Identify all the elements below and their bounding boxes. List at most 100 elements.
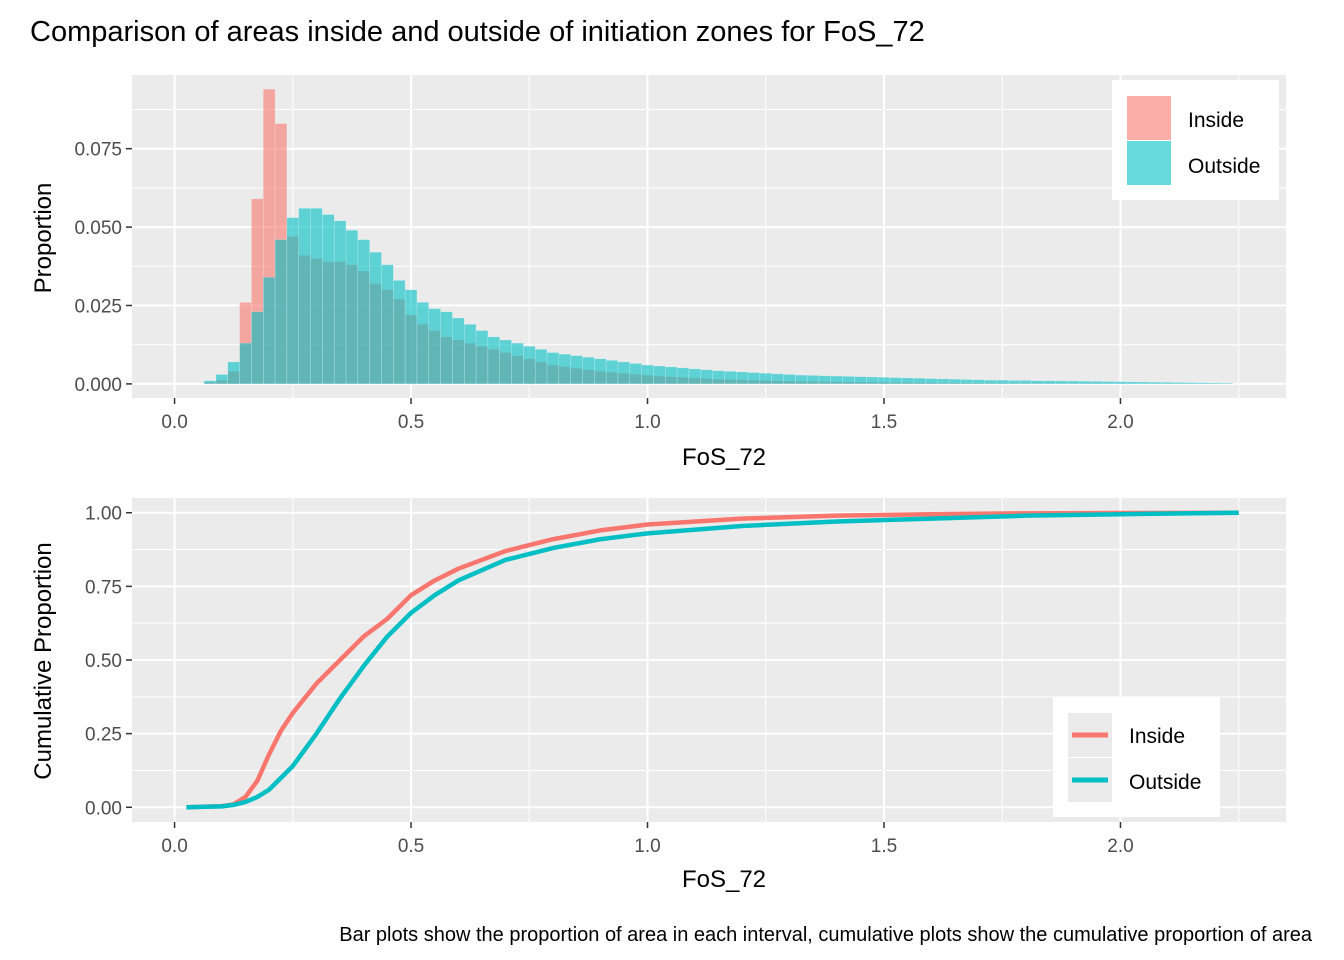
bar-outside (534, 349, 548, 385)
legend-label-inside: Inside (1188, 109, 1244, 132)
legend-swatch-outside (1127, 141, 1171, 185)
bar-outside (310, 208, 323, 385)
bar-outside (688, 368, 701, 385)
bar-outside (724, 371, 737, 385)
bar-outside (499, 339, 512, 385)
bar-outside (759, 372, 772, 385)
bar-outside (428, 308, 441, 385)
bar-outside (570, 355, 583, 385)
bar-outside (996, 379, 1009, 385)
legend-label-inside: Inside (1129, 725, 1185, 748)
cumulative-x-tick-label: 0.5 (398, 836, 424, 857)
cumulative-y-tick-label: 1.00 (85, 504, 122, 525)
bar-outside (1208, 382, 1222, 385)
bar-outside (629, 363, 642, 385)
histogram-ticks: 0.0 0.5 1.0 1.5 2.0 0.000 0.025 0.050 0.075 (74, 140, 1133, 433)
bar-outside (1137, 381, 1151, 385)
bar-outside (463, 324, 477, 385)
bar-outside (333, 220, 347, 385)
bar-outside (1031, 380, 1044, 385)
bar-outside (948, 378, 962, 385)
bar-outside (227, 361, 240, 385)
bar-outside (1102, 381, 1115, 385)
cumulative-ticks: 0.0 0.5 1.0 1.5 2.0 0.00 0.25 0.50 0.75 1.00 (85, 504, 1134, 857)
histogram-x-axis-title: FoS_72 (682, 444, 766, 471)
cumulative-y-tick-label: 0.25 (85, 725, 122, 746)
bar-outside (203, 380, 217, 385)
bar-outside (1055, 380, 1068, 385)
cumulative-y-tick-label: 0.00 (85, 798, 122, 819)
bar-outside (322, 214, 335, 385)
bar-outside (1114, 381, 1127, 385)
histogram-bars (203, 88, 1234, 385)
cumulative-legend: Inside Outside (1053, 697, 1220, 817)
line-outside (186, 510, 1239, 810)
bar-outside (1007, 380, 1021, 385)
cumulative-x-tick-label: 0.0 (161, 836, 187, 857)
bar-outside (877, 377, 891, 385)
histogram-y-tick-label: 0.025 (74, 296, 122, 317)
bar-outside (747, 372, 761, 385)
bar-outside (369, 251, 382, 385)
bar-outside (676, 367, 690, 385)
bar-outside (818, 375, 832, 385)
bar-outside (665, 366, 678, 385)
legend-label-outside: Outside (1188, 155, 1260, 178)
bar-outside (984, 379, 997, 385)
histogram-y-tick-label: 0.075 (74, 140, 122, 161)
bar-outside (960, 379, 973, 385)
bar-outside (440, 311, 453, 385)
bar-outside (795, 374, 808, 385)
bar-outside (771, 373, 784, 385)
bar-outside (274, 239, 288, 385)
cumulative-y-tick-label: 0.75 (85, 577, 122, 598)
histogram-y-axis-title: Proportion (30, 183, 57, 294)
bar-outside (1090, 381, 1103, 385)
bar-outside (393, 280, 406, 385)
chart-caption: Bar plots show the proportion of area in… (339, 924, 1313, 946)
bar-outside (1019, 380, 1033, 385)
bar-outside (605, 360, 619, 385)
chart-title: Comparison of areas inside and outside o… (30, 16, 925, 48)
line-inside (186, 510, 1239, 810)
cumulative-x-tick-label: 1.5 (871, 836, 897, 857)
bar-outside (617, 361, 631, 385)
histogram-y-tick-label: 0.000 (74, 375, 122, 396)
bar-outside (1043, 380, 1056, 385)
histogram-legend: Inside Outside (1112, 80, 1279, 200)
bar-outside (523, 346, 536, 385)
bar-outside (416, 302, 430, 385)
bar-outside (936, 378, 950, 385)
bar-outside (641, 364, 654, 385)
bar-outside (262, 277, 276, 385)
bar-outside (783, 374, 796, 385)
bar-outside (901, 377, 914, 385)
bar-outside (972, 379, 985, 385)
histogram-x-tick-label: 2.0 (1107, 412, 1133, 433)
bar-outside (1185, 382, 1198, 385)
histogram-x-tick-label: 0.5 (398, 412, 424, 433)
bar-outside (357, 239, 370, 385)
bar-outside (854, 376, 867, 385)
bar-outside (1220, 382, 1234, 385)
bar-outside (842, 376, 855, 385)
bar-outside (735, 371, 749, 385)
cumulative-x-tick-label: 2.0 (1107, 836, 1133, 857)
bar-outside (594, 358, 607, 385)
bar-outside (1078, 380, 1092, 385)
bar-outside (806, 375, 820, 385)
bar-outside (1161, 382, 1174, 385)
bar-outside (404, 289, 418, 385)
histogram-y-tick-label: 0.050 (74, 218, 122, 239)
cumulative-x-tick-label: 1.0 (634, 836, 660, 857)
bar-outside (1173, 382, 1186, 385)
bar-outside (558, 353, 571, 385)
legend-label-outside: Outside (1129, 771, 1201, 794)
bar-outside (511, 342, 524, 385)
bar-outside (1126, 381, 1139, 385)
legend-swatch-inside (1127, 96, 1171, 140)
cumulative-y-axis-title: Cumulative Proportion (30, 542, 57, 779)
bar-outside (239, 342, 252, 385)
cumulative-lines (186, 510, 1239, 810)
